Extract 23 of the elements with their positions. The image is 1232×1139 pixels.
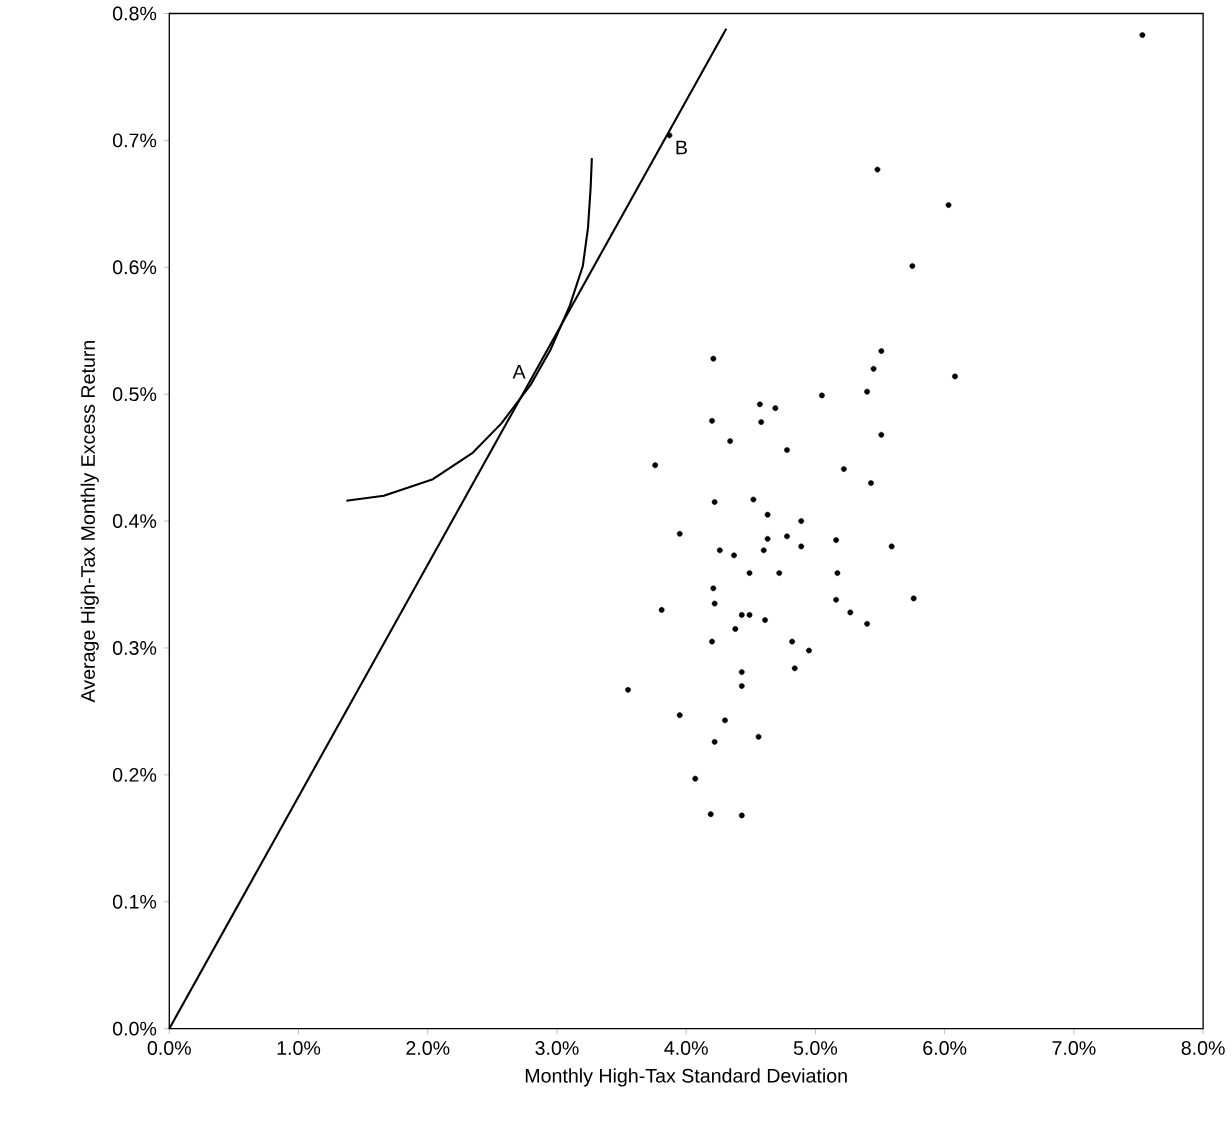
x-tick-label: 7.0% (1052, 1041, 1096, 1055)
annotation: A (512, 365, 526, 379)
x-tick-label: 2.0% (406, 1041, 450, 1055)
x-tick-label: 3.0% (535, 1041, 579, 1055)
annotation: B (676, 140, 687, 155)
x-axis-title: Monthly High-Tax Standard Deviation (525, 1068, 847, 1087)
y-tick-label: 0.1% (112, 894, 157, 909)
y-tick-label: 0.0% (112, 1021, 157, 1036)
x-tick-label: 8.0% (1181, 1041, 1225, 1055)
y-tick-label: 0.4% (112, 514, 157, 528)
y-tick-label: 0.7% (112, 133, 157, 148)
y-tick-label: 0.2% (112, 767, 157, 782)
line-series (345, 157, 593, 502)
x-tick-label: 4.0% (664, 1041, 708, 1055)
x-tick-label: 1.0% (277, 1041, 321, 1055)
y-tick-label: 0.5% (112, 387, 157, 402)
x-tick-label: 0.0% (147, 1041, 191, 1055)
y-tick-label: 0.6% (112, 260, 157, 275)
x-tick-label: 6.0% (923, 1041, 967, 1055)
y-axis-title: Average High-Tax Monthly Excess Return (80, 341, 99, 703)
y-tick-label: 0.8% (112, 6, 157, 21)
y-tick-label: 0.3% (112, 640, 157, 655)
x-tick-label: 5.0% (793, 1041, 838, 1055)
